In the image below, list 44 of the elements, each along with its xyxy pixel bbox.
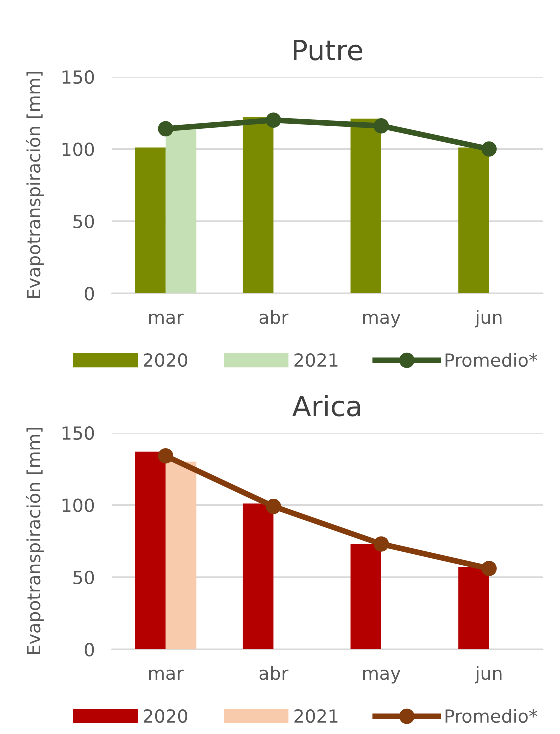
x-tick-label: abr: [260, 310, 289, 324]
chart-title: Arica: [292, 395, 360, 417]
legend-label: 2021: [294, 353, 338, 368]
y-axis-title: Evapotranspiración [mm]: [26, 428, 44, 654]
legend-label: 2020: [144, 709, 188, 724]
y-tick-label: 50: [74, 570, 94, 585]
point: [266, 499, 282, 514]
x-tick-label: mar: [150, 314, 184, 324]
bar: [458, 567, 490, 650]
x-tick-label: jun: [475, 666, 502, 684]
legend-label: Promedio*: [446, 353, 538, 368]
y-tick-label: 0: [85, 643, 94, 657]
y-tick-label: 100: [62, 142, 94, 156]
point: [482, 561, 497, 576]
y-tick-label: 0: [85, 287, 94, 301]
bar: [350, 544, 382, 650]
x-tick-label: mar: [150, 670, 184, 680]
x-tick-label: jun: [475, 310, 502, 328]
point: [374, 536, 390, 552]
bar: [135, 452, 166, 650]
x-tick-label: abr: [260, 666, 289, 680]
y-tick-label: 50: [74, 214, 94, 229]
y-tick-label: 150: [62, 70, 94, 84]
point: [158, 121, 174, 137]
y-tick-label: 150: [62, 426, 94, 440]
bar: [242, 117, 274, 294]
y-tick-label: 100: [62, 498, 94, 512]
y-axis-title: Evapotranspiración [mm]: [26, 72, 44, 298]
x-tick-label: may: [363, 670, 401, 684]
bar: [350, 118, 382, 294]
point: [266, 112, 282, 128]
bar: [166, 462, 197, 650]
bar: [135, 148, 166, 294]
x-tick-label: may: [363, 314, 401, 328]
bar: [458, 148, 490, 294]
bar: [166, 129, 197, 294]
legend-label: 2021: [294, 709, 338, 724]
bar: [242, 504, 274, 650]
point: [374, 118, 390, 134]
point: [482, 142, 497, 157]
chart-title: Putre: [294, 40, 362, 61]
legend-label: Promedio*: [446, 709, 538, 724]
legend-label: 2020: [144, 353, 188, 368]
point: [158, 448, 174, 464]
